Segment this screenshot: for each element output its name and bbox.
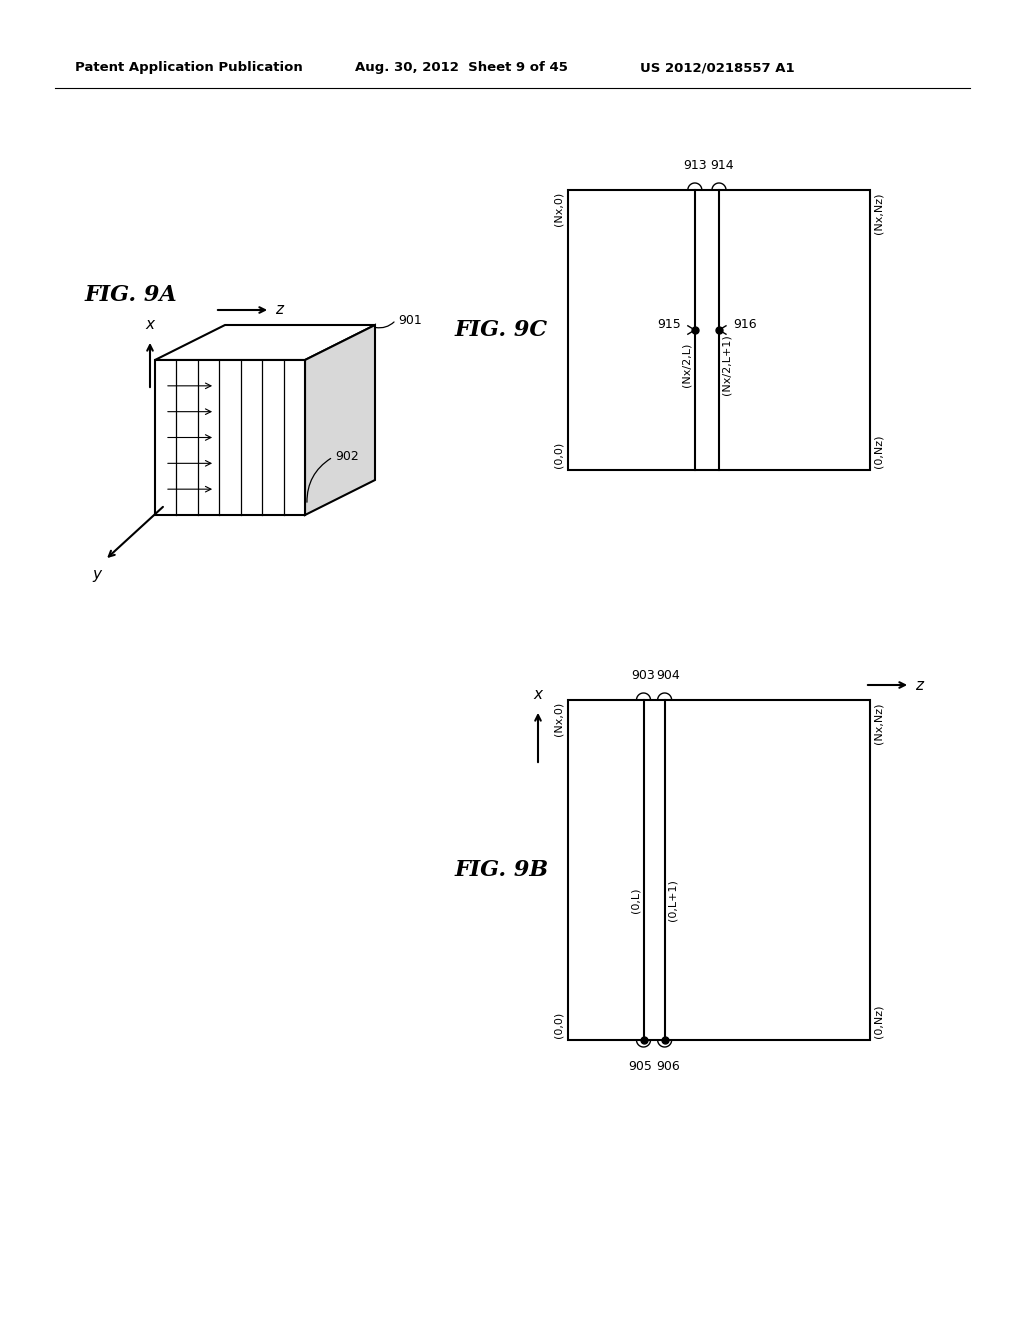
Text: (Nx/2,L): (Nx/2,L) xyxy=(682,343,692,387)
Text: (0,L+1): (0,L+1) xyxy=(668,879,678,921)
Text: Aug. 30, 2012  Sheet 9 of 45: Aug. 30, 2012 Sheet 9 of 45 xyxy=(355,62,568,74)
Text: x: x xyxy=(534,686,543,702)
Text: (0,Nz): (0,Nz) xyxy=(874,434,884,469)
Text: US 2012/0218557 A1: US 2012/0218557 A1 xyxy=(640,62,795,74)
Polygon shape xyxy=(155,360,305,515)
Text: (Nx,0): (Nx,0) xyxy=(554,191,564,226)
Text: z: z xyxy=(915,677,923,693)
Text: (0,L): (0,L) xyxy=(631,887,640,912)
Text: (Nx/2,L+1): (Nx/2,L+1) xyxy=(722,335,732,396)
Text: Patent Application Publication: Patent Application Publication xyxy=(75,62,303,74)
Text: x: x xyxy=(145,317,155,333)
Polygon shape xyxy=(305,325,375,515)
Text: 914: 914 xyxy=(711,158,734,172)
Polygon shape xyxy=(155,325,375,360)
Text: (0,0): (0,0) xyxy=(554,442,564,469)
Text: FIG. 9B: FIG. 9B xyxy=(455,859,549,880)
Text: (0,0): (0,0) xyxy=(554,1011,564,1038)
Text: FIG. 9A: FIG. 9A xyxy=(85,284,177,306)
Text: y: y xyxy=(92,568,101,582)
Text: 903: 903 xyxy=(632,669,655,682)
Text: (Nx,Nz): (Nx,Nz) xyxy=(874,702,884,743)
Text: 906: 906 xyxy=(655,1060,680,1073)
Text: 915: 915 xyxy=(657,318,681,331)
Text: (Nx,Nz): (Nx,Nz) xyxy=(874,191,884,234)
Bar xyxy=(568,190,870,470)
Text: 902: 902 xyxy=(335,450,358,463)
Text: 916: 916 xyxy=(733,318,757,331)
Text: (0,Nz): (0,Nz) xyxy=(874,1005,884,1038)
Text: 905: 905 xyxy=(629,1060,652,1073)
Text: z: z xyxy=(275,302,283,318)
Text: 904: 904 xyxy=(655,669,680,682)
Text: 901: 901 xyxy=(398,314,422,326)
Text: FIG. 9C: FIG. 9C xyxy=(455,319,548,341)
Bar xyxy=(568,700,870,1040)
Text: (Nx,0): (Nx,0) xyxy=(554,702,564,737)
Text: 913: 913 xyxy=(683,158,707,172)
